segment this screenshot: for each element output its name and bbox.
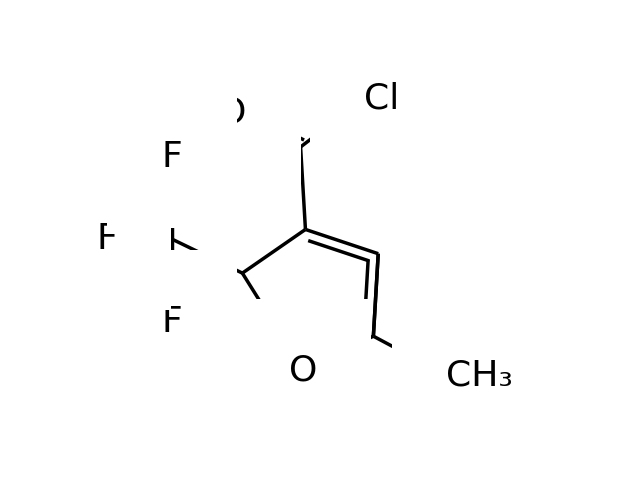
- Text: F: F: [162, 305, 182, 339]
- Text: F: F: [96, 222, 117, 256]
- Text: Cl: Cl: [364, 81, 399, 116]
- Text: CH₃: CH₃: [446, 358, 513, 392]
- Text: F: F: [162, 140, 182, 174]
- Text: O: O: [289, 353, 317, 387]
- Text: O: O: [218, 96, 247, 130]
